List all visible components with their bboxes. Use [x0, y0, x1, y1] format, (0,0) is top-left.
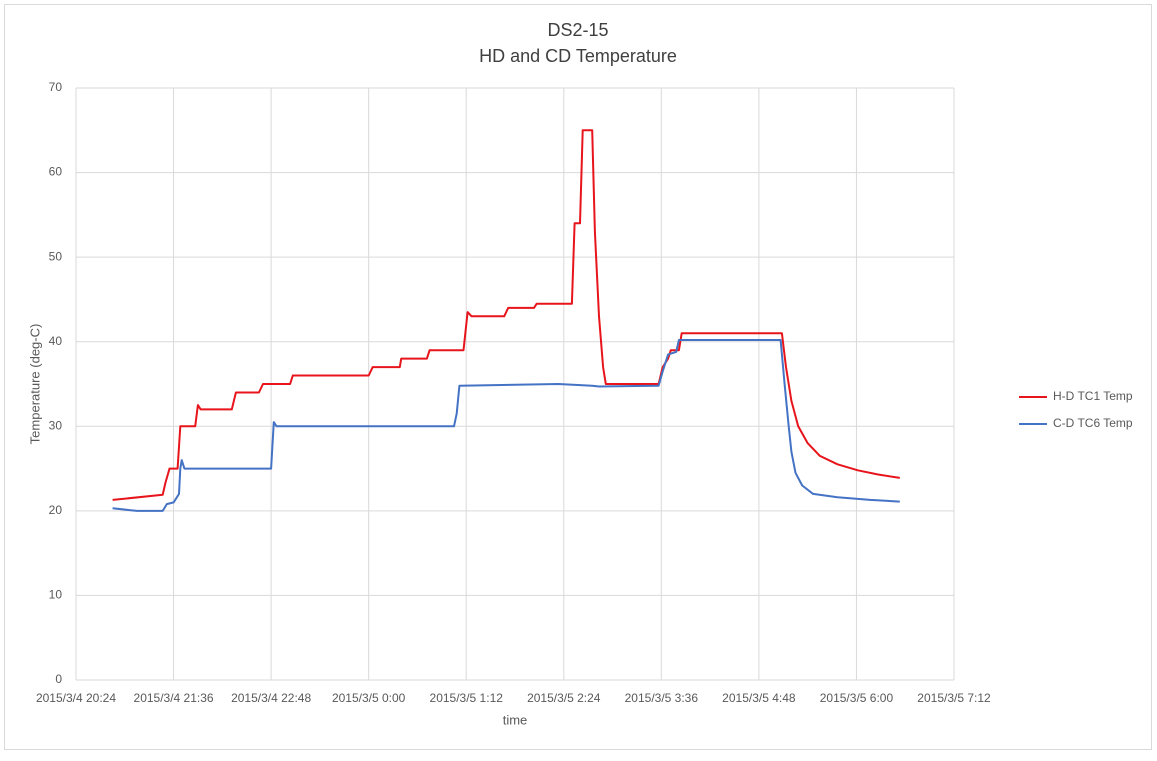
y-tick-label: 70 [49, 80, 63, 94]
x-tick-label: 2015/3/5 7:12 [917, 691, 991, 705]
y-tick-label: 60 [49, 165, 63, 179]
chart-border [4, 4, 1152, 750]
chart-subtitle: HD and CD Temperature [479, 46, 677, 66]
x-axis-label: time [503, 712, 528, 727]
x-tick-label: 2015/3/5 6:00 [820, 691, 894, 705]
x-tick-label: 2015/3/5 2:24 [527, 691, 601, 705]
y-tick-label: 50 [49, 249, 63, 263]
x-tick-label: 2015/3/5 3:36 [625, 691, 699, 705]
data-line [112, 339, 900, 512]
y-axis-label: Temperature (deg-C) [27, 324, 42, 445]
x-tick-label: 2015/3/4 22:48 [231, 691, 311, 705]
legend-label: H-D TC1 Temp [1053, 389, 1133, 403]
x-tick-label: 2015/3/5 0:00 [332, 691, 406, 705]
y-tick-label: 30 [49, 418, 63, 432]
x-tick-label: 2015/3/5 4:48 [722, 691, 796, 705]
y-tick-label: 0 [55, 672, 62, 686]
data-line [112, 129, 900, 501]
y-tick-label: 40 [49, 334, 63, 348]
y-tick-label: 20 [49, 503, 63, 517]
y-tick-label: 10 [49, 588, 63, 602]
x-tick-label: 2015/3/4 21:36 [134, 691, 214, 705]
legend-label: C-D TC6 Temp [1053, 416, 1133, 430]
chart-title: DS2-15 [547, 20, 608, 40]
x-tick-label: 2015/3/4 20:24 [36, 691, 116, 705]
x-tick-label: 2015/3/5 1:12 [430, 691, 504, 705]
